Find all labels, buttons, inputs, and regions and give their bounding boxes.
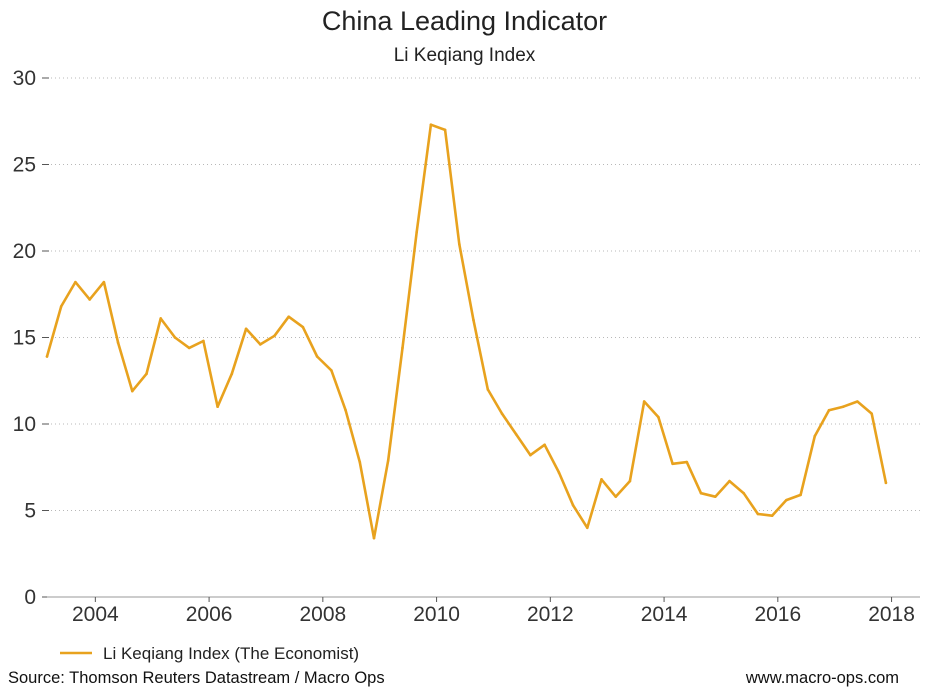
data-point	[756, 512, 760, 516]
y-tick-label: 25	[13, 154, 36, 177]
data-point	[372, 536, 376, 540]
website-link[interactable]: www.macro-ops.com	[745, 669, 899, 687]
data-point	[401, 346, 404, 350]
data-point	[571, 504, 575, 507]
data-point	[557, 471, 561, 474]
data-point	[657, 415, 660, 419]
x-tick-label: 2006	[186, 603, 233, 626]
data-point	[841, 405, 845, 409]
data-point	[116, 341, 120, 344]
data-point	[642, 400, 646, 403]
data-point	[88, 298, 91, 301]
data-point	[443, 128, 447, 132]
x-tick-label: 2004	[72, 603, 119, 626]
legend-label: Li Keqiang Index (The Economist)	[103, 644, 359, 663]
data-point	[45, 355, 49, 358]
chart-subtitle: Li Keqiang Index	[393, 45, 536, 66]
data-point	[230, 372, 234, 376]
data-point	[344, 408, 347, 412]
data-point	[258, 343, 262, 346]
data-point	[514, 433, 518, 436]
data-point	[358, 460, 362, 464]
data-point	[386, 459, 390, 462]
data-point	[216, 405, 219, 409]
data-point	[685, 460, 689, 464]
data-point	[856, 400, 859, 403]
data-point	[59, 305, 63, 308]
data-point	[742, 491, 745, 495]
data-point	[713, 495, 717, 498]
data-point	[244, 327, 248, 331]
data-point	[770, 514, 774, 517]
data-point	[543, 443, 546, 447]
x-tick-label: 2016	[754, 603, 801, 626]
data-point	[813, 434, 817, 438]
series-line	[45, 123, 888, 540]
data-point	[699, 491, 703, 495]
data-point	[614, 495, 618, 498]
data-point	[301, 325, 305, 329]
y-tick-label: 30	[13, 67, 36, 90]
data-point	[486, 388, 490, 391]
data-point	[472, 318, 475, 322]
data-point	[728, 479, 731, 483]
data-point	[330, 369, 333, 372]
data-point	[628, 479, 632, 483]
y-tick-label: 0	[24, 586, 36, 609]
x-tick-label: 2014	[641, 603, 688, 626]
data-point	[671, 462, 674, 466]
data-point	[74, 280, 77, 284]
data-point	[884, 481, 888, 485]
data-point	[273, 334, 276, 338]
y-tick-label: 20	[13, 240, 36, 263]
data-point	[827, 408, 831, 412]
x-tick-label: 2008	[299, 603, 346, 626]
data-point	[600, 478, 603, 481]
data-point	[159, 317, 163, 320]
data-point	[529, 453, 532, 457]
y-tick-label: 15	[13, 327, 36, 350]
y-tick-label: 5	[24, 500, 36, 523]
data-point	[187, 346, 191, 350]
y-tick-label: 10	[13, 413, 36, 436]
data-point	[870, 412, 873, 415]
data-point	[173, 336, 177, 339]
data-point	[287, 315, 291, 319]
data-point	[799, 493, 802, 497]
data-point	[429, 123, 433, 127]
data-point	[102, 280, 106, 284]
data-point	[500, 412, 504, 415]
data-point	[145, 372, 148, 376]
x-tick-label: 2018	[868, 603, 915, 626]
x-tick-label: 2012	[527, 603, 574, 626]
source-note: Source: Thomson Reuters Datastream / Mac…	[8, 669, 385, 687]
chart-title: China Leading Indicator	[321, 6, 608, 36]
x-tick-label: 2010	[413, 603, 460, 626]
data-point	[202, 339, 205, 343]
data-point	[315, 355, 319, 358]
data-point	[785, 498, 788, 502]
data-point	[131, 389, 134, 393]
data-point	[585, 526, 589, 530]
data-point	[458, 242, 461, 246]
data-point	[415, 230, 418, 234]
